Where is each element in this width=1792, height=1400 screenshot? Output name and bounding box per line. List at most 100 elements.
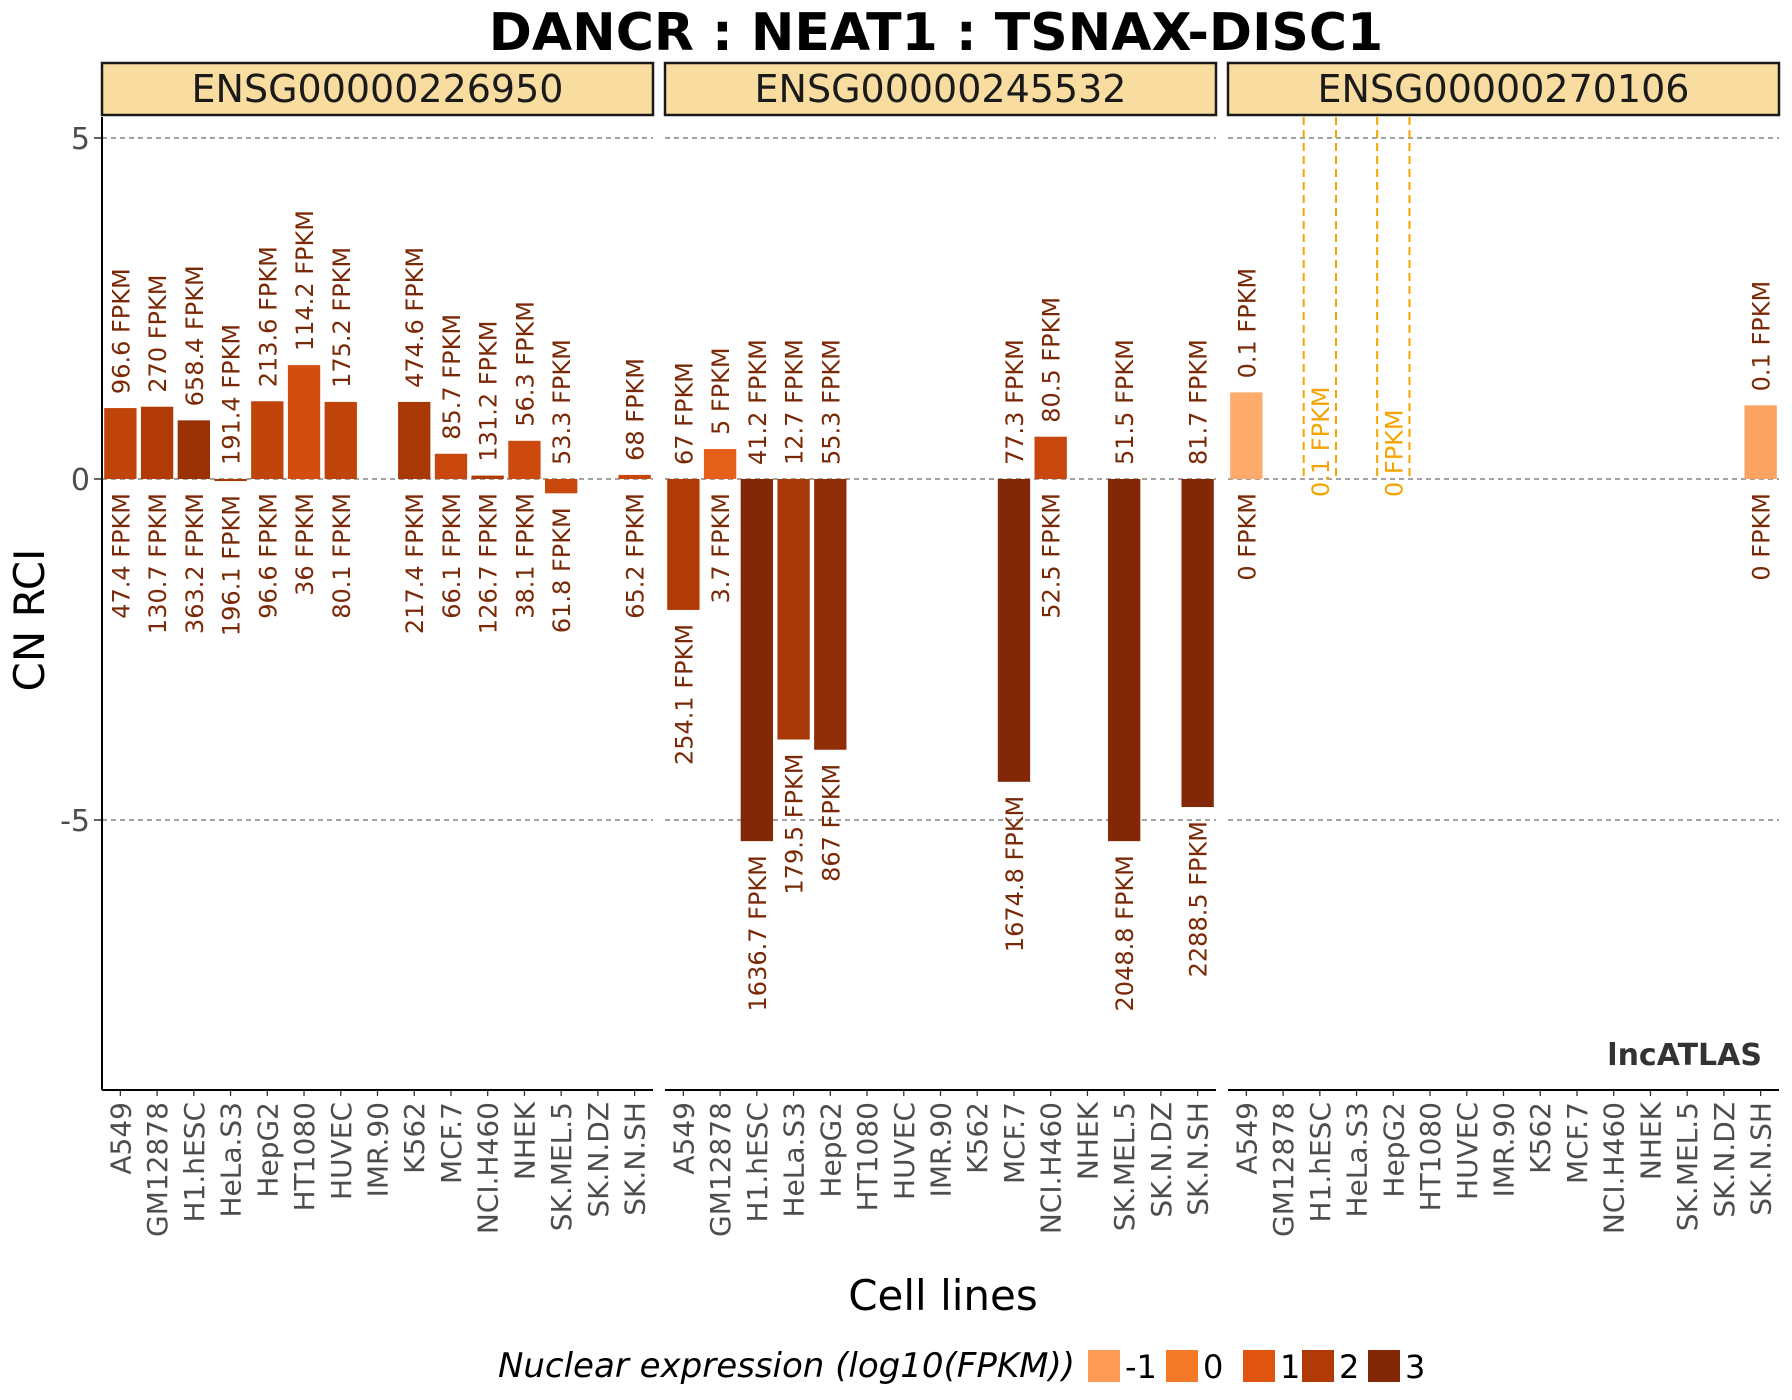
legend-label: 2 xyxy=(1339,1348,1359,1386)
x-tick-label: NCI.H460 xyxy=(472,1102,505,1234)
bar-label-nucleus: 3.7 FPKM xyxy=(707,493,735,604)
legend: Nuclear expression (log10(FPKM)) -1 0 1 2 3 xyxy=(498,1346,1425,1386)
bar xyxy=(508,440,541,479)
x-axis-title: Cell lines xyxy=(848,1271,1038,1320)
bar xyxy=(777,479,810,740)
x-tick-label: SK.N.DZ xyxy=(1145,1102,1178,1218)
bar-label-nucleus: 80.1 FPKM xyxy=(328,493,356,619)
x-tick-label: H1.hESC xyxy=(178,1102,211,1223)
x-tick-label: HUVEC xyxy=(888,1102,921,1200)
x-tick-label: H1.hESC xyxy=(1304,1102,1337,1223)
x-tick-label: HepG2 xyxy=(1377,1102,1410,1198)
bar xyxy=(398,401,431,479)
bar-label-nucleus: 0 FPKM xyxy=(1233,493,1261,581)
missing-bar-label: 0 FPKM xyxy=(1380,409,1408,497)
x-tick-label: GM12878 xyxy=(1267,1102,1300,1237)
bar xyxy=(434,453,468,479)
bar-label-cytoplasm: 114.2 FPKM xyxy=(291,210,319,351)
bar-label-cytoplasm: 67 FPKM xyxy=(670,362,698,465)
bar-label-cytoplasm: 68 FPKM xyxy=(622,358,650,461)
bar xyxy=(324,401,357,479)
legend-label: 3 xyxy=(1405,1348,1425,1386)
x-tick-label: IMR.90 xyxy=(1488,1102,1521,1197)
x-tick-label: HepG2 xyxy=(251,1102,284,1198)
bar-label-nucleus: 52.5 FPKM xyxy=(1038,493,1066,619)
bar-label-nucleus: 47.4 FPKM xyxy=(107,493,135,619)
x-tick-label: NHEK xyxy=(508,1101,541,1180)
bar xyxy=(104,408,137,479)
bar-label-nucleus: 2048.8 FPKM xyxy=(1111,855,1139,1011)
bar-label-nucleus: 66.1 FPKM xyxy=(438,493,466,619)
x-tick-label: MCF.7 xyxy=(998,1102,1031,1184)
bar-label-cytoplasm: 81.7 FPKM xyxy=(1185,339,1213,465)
bar-label-cytoplasm: 175.2 FPKM xyxy=(328,247,356,388)
x-tick-label: MCF.7 xyxy=(435,1102,468,1184)
x-tick-label: H1.hESC xyxy=(741,1102,774,1223)
y-axis-title: CN RCI xyxy=(5,549,54,692)
bar xyxy=(1034,436,1067,479)
facet-strip-label: ENSG00000226950 xyxy=(192,67,564,111)
bar-label-nucleus: 61.8 FPKM xyxy=(548,507,576,633)
bar xyxy=(618,474,651,479)
bar-label-cytoplasm: 131.2 FPKM xyxy=(475,321,503,462)
bar xyxy=(251,401,284,479)
facet-strip-label: ENSG00000270106 xyxy=(1318,67,1690,111)
facet-strip xyxy=(100,61,655,117)
legend-swatch xyxy=(1302,1350,1334,1382)
bar-label-nucleus: 867 FPKM xyxy=(817,764,845,882)
bar-label-nucleus: 196.1 FPKM xyxy=(218,495,246,636)
bar-label-nucleus: 38.1 FPKM xyxy=(511,493,539,619)
x-tick-label: A549 xyxy=(667,1102,700,1175)
x-tick-label: SK.MEL.5 xyxy=(1671,1102,1704,1231)
x-tick-label: SK.MEL.5 xyxy=(1108,1102,1141,1231)
x-tick-label: HT1080 xyxy=(851,1102,884,1211)
bar-label-nucleus: 126.7 FPKM xyxy=(475,493,503,634)
legend-swatch xyxy=(1368,1350,1400,1382)
legend-swatch xyxy=(1243,1350,1275,1382)
x-tick-label: MCF.7 xyxy=(1561,1102,1594,1184)
bar-label-cytoplasm: 53.3 FPKM xyxy=(548,339,576,465)
bar xyxy=(740,479,773,842)
x-tick-label: NCI.H460 xyxy=(1598,1102,1631,1234)
watermark: lncATLAS xyxy=(1607,1038,1762,1073)
bar xyxy=(814,479,847,750)
bar-label-nucleus: 1674.8 FPKM xyxy=(1001,796,1029,952)
chart-title: DANCR : NEAT1 : TSNAX-DISC1 xyxy=(489,3,1383,63)
bar-label-nucleus: 96.6 FPKM xyxy=(254,493,282,619)
y-tick-label: 0 xyxy=(71,463,90,498)
x-tick-label: GM12878 xyxy=(704,1102,737,1237)
x-tick-label: A549 xyxy=(1230,1102,1263,1175)
x-tick-label: HeLa.S3 xyxy=(215,1102,248,1218)
x-tick-label: SK.N.DZ xyxy=(582,1102,615,1218)
bar-label-nucleus: 254.1 FPKM xyxy=(670,624,698,765)
bar-label-cytoplasm: 658.4 FPKM xyxy=(181,265,209,406)
bar xyxy=(177,420,210,479)
bar-label-nucleus: 179.5 FPKM xyxy=(781,754,809,895)
bar-label-cytoplasm: 85.7 FPKM xyxy=(438,314,466,440)
facet-strip xyxy=(1226,61,1781,117)
x-tick-label: SK.N.SH xyxy=(1182,1102,1215,1216)
x-tick-label: SK.N.DZ xyxy=(1708,1102,1741,1218)
x-tick-label: NHEK xyxy=(1071,1101,1104,1180)
x-tick-label: HUVEC xyxy=(1451,1102,1484,1200)
facet-panel: ENSG00000245532 A549 GM12878 H1.hESC HeLa.S3… xyxy=(663,61,1218,1237)
facet-strip xyxy=(663,61,1218,117)
bar-label-nucleus: 2288.5 FPKM xyxy=(1185,821,1213,977)
bar-label-cytoplasm: 41.2 FPKM xyxy=(744,339,772,465)
bar xyxy=(214,479,247,482)
bar xyxy=(545,479,578,494)
x-tick-label: SK.N.SH xyxy=(1745,1102,1778,1216)
bar-label-cytoplasm: 0.1 FPKM xyxy=(1233,268,1261,379)
bar-label-nucleus: 130.7 FPKM xyxy=(144,493,172,634)
bar-label-cytoplasm: 5 FPKM xyxy=(707,347,735,435)
legend-label: -1 xyxy=(1125,1348,1157,1386)
bar-label-cytoplasm: 270 FPKM xyxy=(144,275,172,393)
bar xyxy=(471,475,504,479)
bar-label-nucleus: 363.2 FPKM xyxy=(181,493,209,634)
bar-label-nucleus: 65.2 FPKM xyxy=(622,493,650,619)
x-tick-label: IMR.90 xyxy=(362,1102,395,1197)
bar-label-cytoplasm: 55.3 FPKM xyxy=(817,339,845,465)
bar-label-cytoplasm: 56.3 FPKM xyxy=(511,301,539,427)
bar-label-cytoplasm: 474.6 FPKM xyxy=(401,247,429,388)
facet-panel: ENSG00000226950 A549 GM12878 H1.hESC HeLa.S3… xyxy=(100,61,655,1237)
